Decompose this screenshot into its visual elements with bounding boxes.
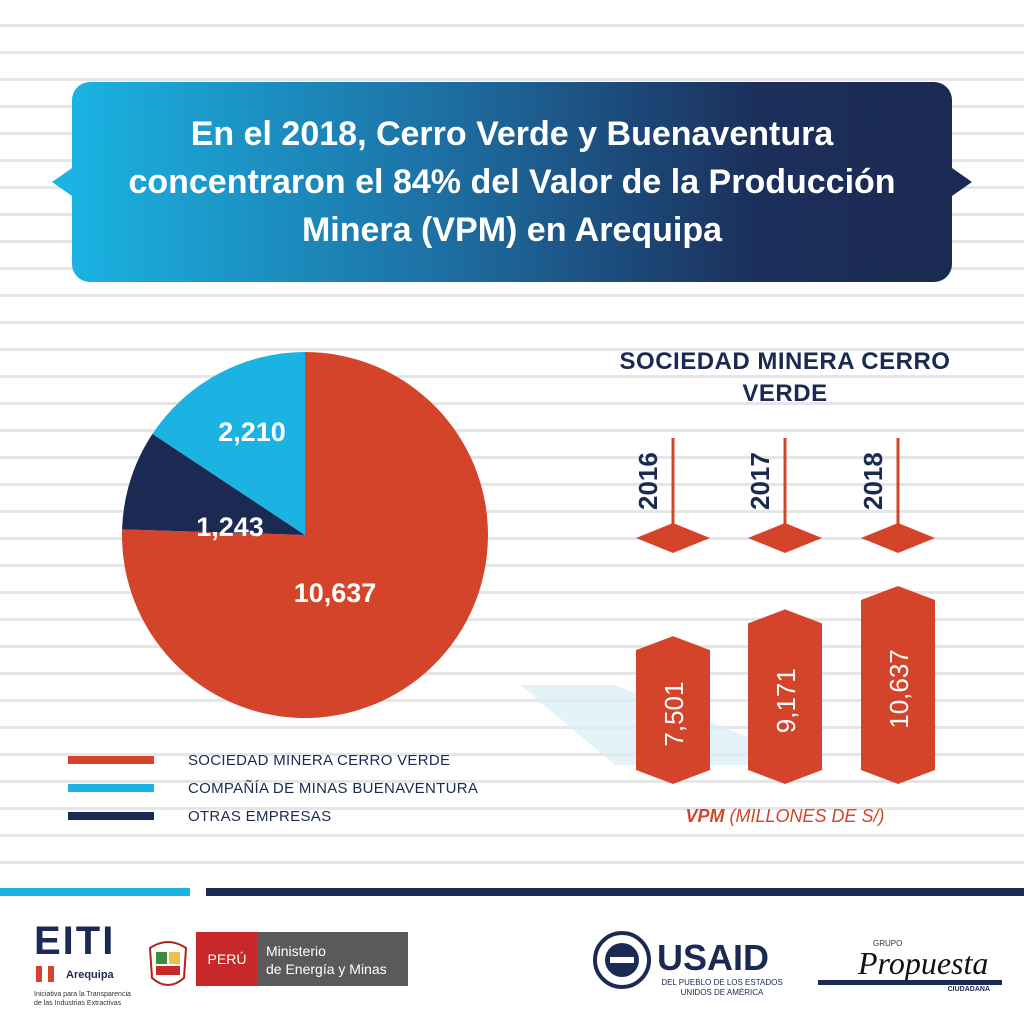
bar-value-label-2017: 9,171 — [771, 668, 801, 733]
peru-label: PERÚ — [208, 951, 247, 967]
flag-stripe-right — [48, 966, 54, 982]
gp-top: GRUPO — [873, 939, 902, 948]
pie-slice-0 — [121, 352, 488, 718]
propuesta-ciudadana-logo: GRUPO Propuesta CIUDADANA — [818, 939, 1002, 993]
axis-caption-bold: VPM — [685, 806, 725, 826]
bar-value-label-2016: 7,501 — [659, 682, 689, 747]
eiti-caption-1: Iniciativa para la Transparencia — [34, 991, 131, 998]
legend-item-buenaventura: COMPAÑÍA DE MINAS BUENAVENTURA — [68, 774, 478, 802]
bar-chart: 2016 7,501 2017 9,171 2018 10,637 — [520, 438, 935, 784]
bar-year-label-2016: 2016 — [633, 452, 663, 510]
bar-2017 — [748, 609, 822, 784]
eiti-logo-text: EITI — [34, 919, 115, 963]
bar-chart-title: SOCIEDAD MINERA CERRO VERDE — [619, 348, 951, 407]
eiti-region: Arequipa — [66, 969, 115, 981]
gp-underline — [818, 980, 1002, 985]
title-banner: En el 2018, Cerro Verde y Buenaventura c… — [52, 82, 972, 282]
usaid-sub-1: DEL PUEBLO DE LOS ESTADOS — [661, 978, 782, 987]
ministry-line-2: de Energía y Minas — [266, 961, 387, 977]
gp-bottom: CIUDADANA — [948, 986, 990, 993]
year-pin-diamond-2017 — [748, 523, 822, 553]
bar-2016 — [636, 636, 710, 784]
bar-year-label-2018: 2018 — [858, 452, 888, 510]
legend-label: OTRAS EMPRESAS — [188, 807, 332, 825]
footer-divider-navy — [206, 888, 1024, 896]
pie-label-otras: 1,243 — [196, 512, 264, 542]
usaid-sub-2: UNIDOS DE AMÉRICA — [681, 988, 764, 997]
year-pin-diamond-2016 — [636, 523, 710, 553]
flag-stripe-left — [36, 966, 42, 982]
pie-label-cerro-verde: 10,637 — [294, 578, 377, 608]
bar-year-label-2017: 2017 — [745, 452, 775, 510]
pie-slice-1 — [122, 433, 305, 535]
legend-swatch-red — [68, 756, 154, 764]
ministry-line-1: Ministerio — [266, 943, 326, 959]
usaid-logo: USAID DEL PUEBLO DE LOS ESTADOS UNIDOS D… — [593, 931, 783, 997]
legend-item-otras: OTRAS EMPRESAS — [68, 802, 478, 830]
gp-main: Propuesta — [857, 945, 988, 981]
pie-chart: 10,637 1,243 2,210 — [121, 352, 488, 718]
bar-value-label-2018: 10,637 — [884, 649, 914, 729]
legend-swatch-cyan — [68, 784, 154, 792]
eiti-logo: EITI Arequipa Iniciativa para la Transpa… — [34, 919, 131, 1007]
footer-divider-cyan — [0, 888, 190, 896]
legend-label: SOCIEDAD MINERA CERRO VERDE — [188, 751, 451, 769]
bar-axis-caption: VPM (MILLONES DE S/) — [620, 806, 950, 827]
legend-item-cerro-verde: SOCIEDAD MINERA CERRO VERDE — [68, 746, 478, 774]
bar-2018 — [861, 586, 935, 784]
legend-label: COMPAÑÍA DE MINAS BUENAVENTURA — [188, 779, 479, 797]
eiti-caption-2: de las Industrias Extractivas — [34, 1000, 122, 1007]
usaid-wordmark: USAID — [657, 937, 769, 978]
peru-crest-icon — [148, 941, 188, 986]
page-title: En el 2018, Cerro Verde y Buenaventura c… — [128, 115, 896, 249]
year-pin-diamond-2018 — [861, 523, 935, 553]
axis-caption-units: (MILLONES DE S/) — [729, 806, 885, 826]
pie-slice-2 — [152, 352, 305, 535]
pie-label-buenaventura: 2,210 — [218, 417, 286, 447]
pie-legend: SOCIEDAD MINERA CERRO VERDE COMPAÑÍA DE … — [68, 746, 478, 830]
legend-swatch-navy — [68, 812, 154, 820]
footer-logos: EITI Arequipa Iniciativa para la Transpa… — [34, 919, 1002, 1007]
minem-logo: PERÚ Ministerio de Energía y Minas — [196, 932, 408, 986]
